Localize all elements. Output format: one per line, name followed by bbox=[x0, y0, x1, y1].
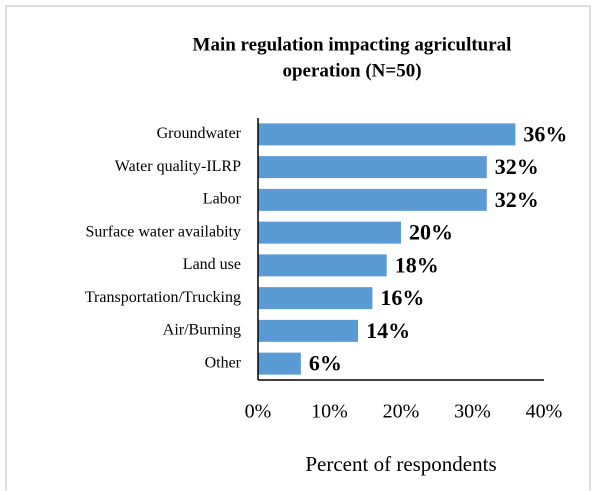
y-tick-label: Land use bbox=[183, 256, 241, 273]
bar bbox=[258, 287, 373, 310]
value-label: 14% bbox=[366, 318, 410, 343]
x-tick-label: 40% bbox=[526, 401, 563, 423]
value-label: 32% bbox=[495, 187, 539, 212]
x-tick-label: 10% bbox=[311, 401, 348, 423]
y-tick-label: Transportation/Trucking bbox=[85, 289, 241, 306]
x-tick-label: 20% bbox=[383, 401, 420, 423]
value-label: 6% bbox=[309, 351, 342, 376]
value-label: 18% bbox=[395, 252, 439, 277]
bar bbox=[258, 254, 387, 277]
value-label: 32% bbox=[495, 154, 539, 179]
bar bbox=[258, 221, 401, 244]
x-tick-label: 0% bbox=[245, 401, 272, 423]
y-tick-label: Water quality-ILRP bbox=[115, 158, 241, 175]
value-label: 36% bbox=[523, 121, 567, 146]
x-axis-title: Percent of respondents bbox=[305, 452, 496, 476]
value-label: 16% bbox=[380, 285, 424, 310]
y-tick-label: Surface water availabity bbox=[86, 223, 241, 240]
y-tick-label: Other bbox=[205, 354, 242, 371]
y-tick-label: Labor bbox=[203, 191, 242, 208]
y-tick-label: Groundwater bbox=[157, 125, 242, 142]
bar bbox=[258, 352, 301, 375]
value-label: 20% bbox=[409, 220, 453, 245]
bar bbox=[258, 319, 359, 342]
bar bbox=[258, 123, 516, 146]
bar bbox=[258, 188, 487, 211]
bar bbox=[258, 156, 487, 179]
chart-frame bbox=[5, 5, 591, 491]
x-tick-label: 30% bbox=[454, 401, 491, 423]
chart-title: operation (N=50) bbox=[282, 60, 421, 81]
y-tick-label: Air/Burning bbox=[163, 322, 241, 339]
chart-title: Main regulation impacting agricultural bbox=[193, 34, 512, 55]
